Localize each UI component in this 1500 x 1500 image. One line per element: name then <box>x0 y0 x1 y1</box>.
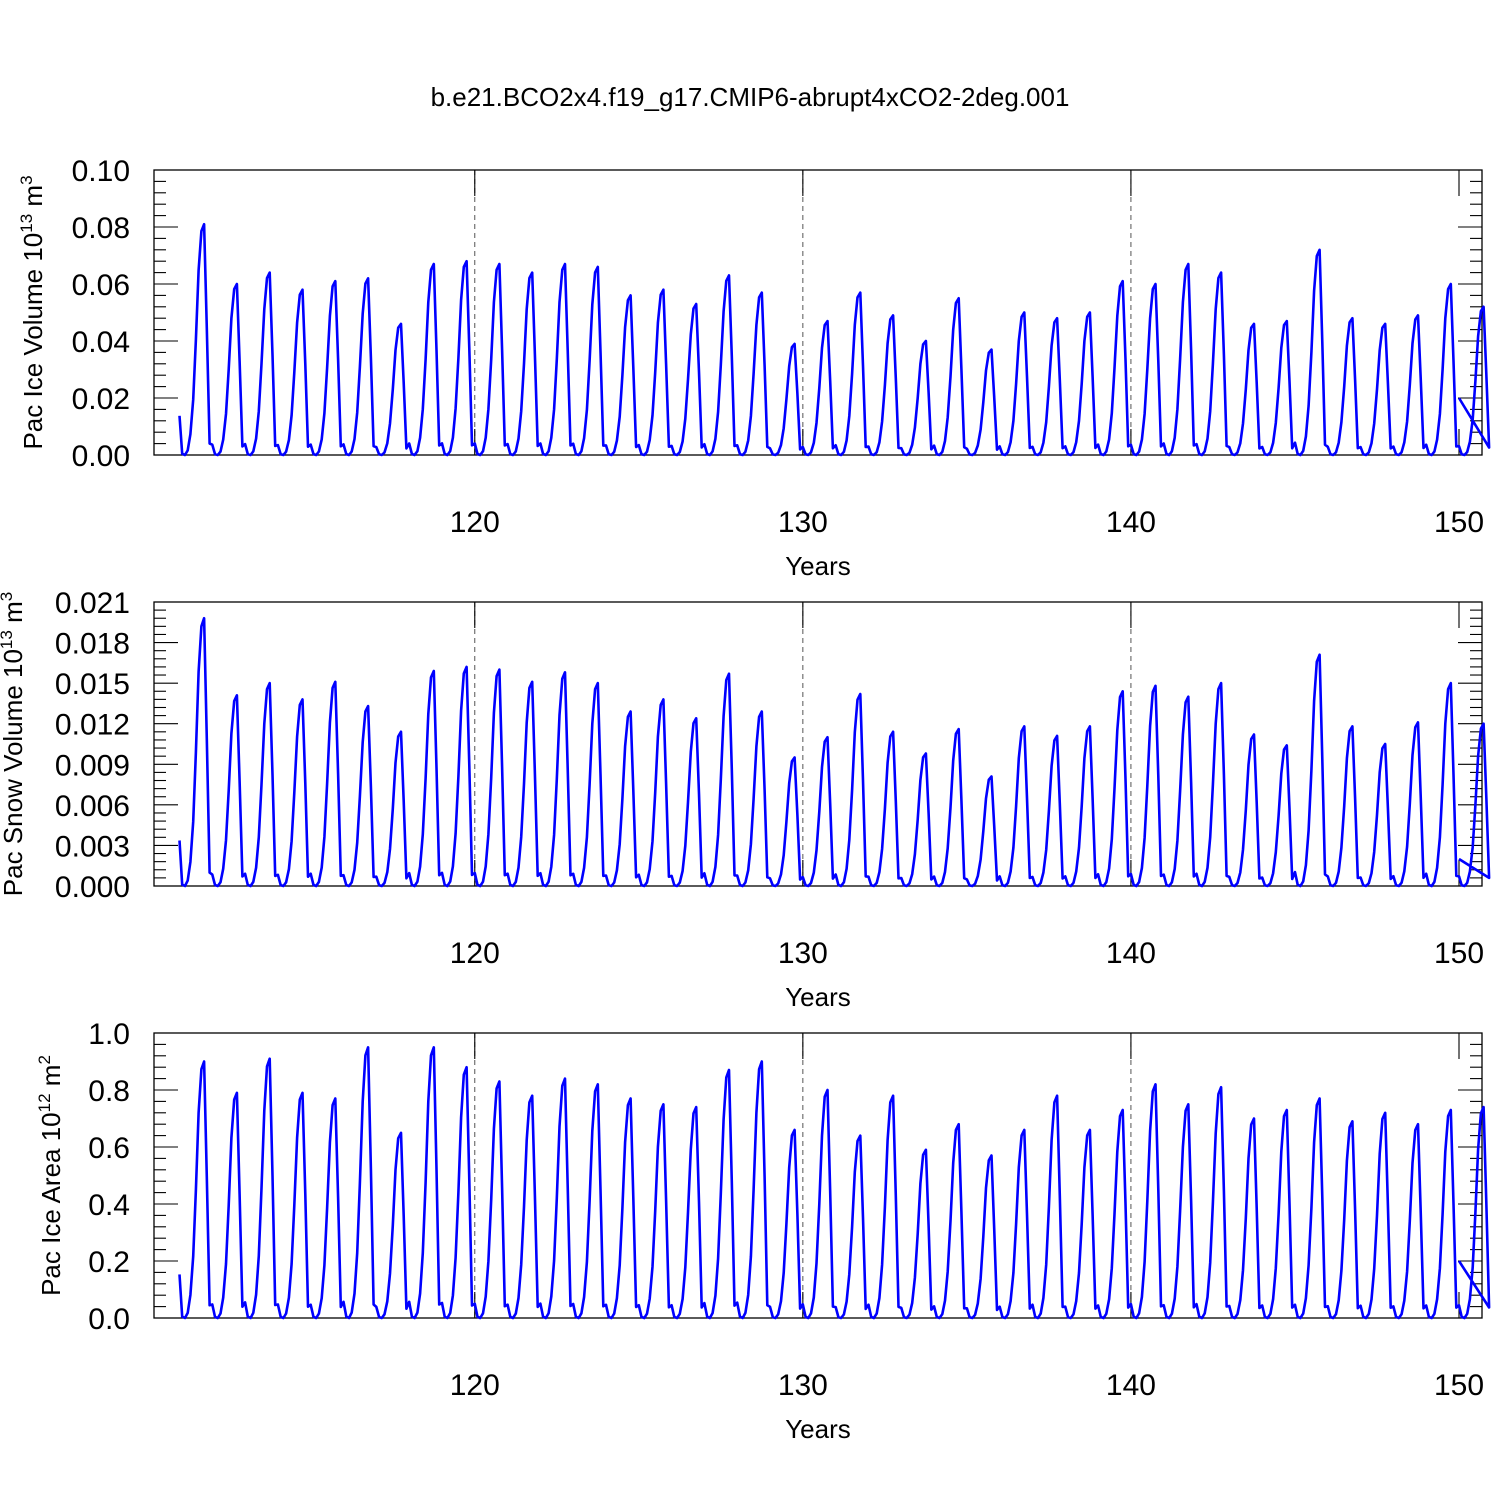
y-axis-label-part: 13 <box>17 214 36 233</box>
x-tick-label: 140 <box>1106 1369 1156 1402</box>
y-axis-label-part: Pac Ice Area 10 <box>36 1112 66 1296</box>
x-axis-label: Years <box>785 1414 851 1444</box>
y-tick-label: 0.009 <box>55 749 130 782</box>
y-tick-label: 0.018 <box>55 628 130 661</box>
figure-title: b.e21.BCO2x4.f19_g17.CMIP6-abrupt4xCO2-2… <box>431 82 1070 112</box>
plot-frame <box>153 1032 1483 1319</box>
y-tick-label: 0.0 <box>88 1303 130 1336</box>
y-axis-label-part: m <box>0 601 28 630</box>
y-axis-label-part: 3 <box>17 175 36 184</box>
y-tick-label: 1.0 <box>88 1018 130 1051</box>
y-axis-label: Pac Ice Area 1012 m2 <box>35 1055 66 1296</box>
x-tick-label: 130 <box>778 506 828 539</box>
x-tick-label: 120 <box>450 937 500 970</box>
y-axis-label-part: 3 <box>0 592 16 601</box>
x-tick-label: 150 <box>1434 506 1484 539</box>
x-tick-label: 120 <box>450 506 500 539</box>
series-line <box>178 616 1491 888</box>
y-axis-label: Pac Ice Volume 1013 m3 <box>17 175 48 449</box>
y-axis-label-part: 13 <box>0 630 16 649</box>
y-tick-label: 0.000 <box>55 871 130 904</box>
x-tick-label: 150 <box>1434 937 1484 970</box>
y-tick-label: 0.02 <box>72 383 130 416</box>
y-axis-label-part: m <box>18 185 48 214</box>
y-tick-label: 0.00 <box>72 440 130 473</box>
y-tick-label: 0.4 <box>88 1189 130 1222</box>
x-tick-label: 130 <box>778 1369 828 1402</box>
y-axis-label-part: Pac Ice Volume 10 <box>18 233 48 450</box>
y-axis-label: Pac Snow Volume 1013 m3 <box>0 592 28 896</box>
y-tick-label: 0.021 <box>55 587 130 620</box>
y-axis-label-part: m <box>36 1065 66 1094</box>
panel-2: 0.000 0.003 0.006 0.009 0.012 0.015 0.018 0.021… <box>0 587 1491 1012</box>
x-tick-label: 140 <box>1106 506 1156 539</box>
x-tick-label: 150 <box>1434 1369 1484 1402</box>
y-tick-label: 0.003 <box>55 830 130 863</box>
y-tick-label: 0.06 <box>72 269 130 302</box>
plot-frame <box>153 601 1483 887</box>
x-tick-label: 120 <box>450 1369 500 1402</box>
y-tick-label: 0.006 <box>55 790 130 823</box>
y-tick-label: 0.012 <box>55 709 130 742</box>
x-tick-label: 130 <box>778 937 828 970</box>
y-axis-label-part: 2 <box>35 1055 54 1064</box>
y-tick-label: 0.10 <box>72 155 130 188</box>
y-tick-label: 0.8 <box>88 1075 130 1108</box>
x-tick-label: 140 <box>1106 937 1156 970</box>
y-axis-label-part: 12 <box>35 1093 54 1112</box>
y-tick-label: 0.08 <box>72 212 130 245</box>
panel-1: 0.00 0.02 0.04 0.06 0.08 0.10 120 130 140 150 Year… <box>17 155 1491 581</box>
y-tick-label: 0.6 <box>88 1132 130 1165</box>
y-tick-label: 0.2 <box>88 1246 130 1279</box>
series-line <box>178 222 1491 457</box>
x-axis-label: Years <box>785 551 851 581</box>
y-tick-label: 0.015 <box>55 668 130 701</box>
y-tick-label: 0.04 <box>72 326 130 359</box>
series-line <box>178 1046 1491 1320</box>
x-axis-label: Years <box>785 982 851 1012</box>
panel-3: 0.0 0.2 0.4 0.6 0.8 1.0 120 130 140 150 Years Pac I… <box>35 1018 1491 1444</box>
y-axis-label-part: Pac Snow Volume 10 <box>0 649 28 896</box>
